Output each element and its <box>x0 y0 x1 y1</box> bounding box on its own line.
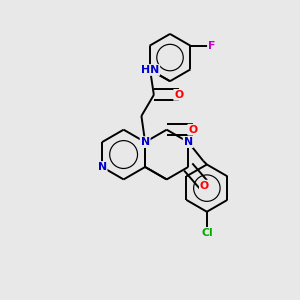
Text: O: O <box>188 125 197 135</box>
Text: HN: HN <box>141 65 159 75</box>
Text: N: N <box>141 137 150 147</box>
Text: N: N <box>98 162 106 172</box>
Text: F: F <box>208 41 215 51</box>
Text: O: O <box>174 90 183 100</box>
Text: O: O <box>200 181 209 190</box>
Text: Cl: Cl <box>201 228 213 238</box>
Text: N: N <box>184 137 193 147</box>
